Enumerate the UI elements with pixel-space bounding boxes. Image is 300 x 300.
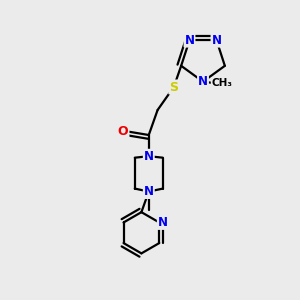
Text: N: N xyxy=(158,216,168,229)
Text: N: N xyxy=(144,150,154,163)
Text: CH₃: CH₃ xyxy=(212,78,233,88)
Text: N: N xyxy=(212,34,221,46)
Text: N: N xyxy=(184,34,194,46)
Text: O: O xyxy=(118,125,128,138)
Text: N: N xyxy=(144,185,154,198)
Text: N: N xyxy=(198,75,208,88)
Text: S: S xyxy=(169,80,178,94)
